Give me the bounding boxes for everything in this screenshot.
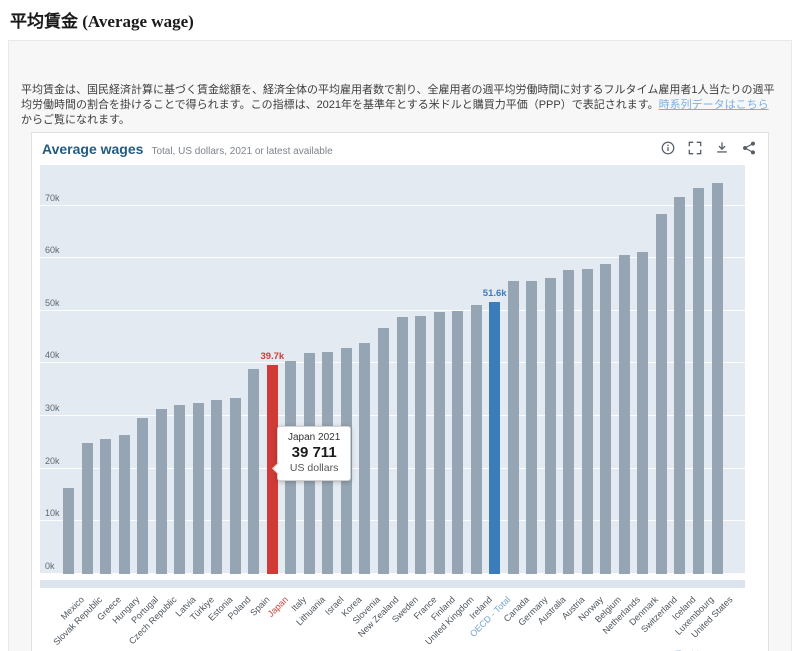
- gridline-10k: [40, 520, 745, 522]
- bar-netherlands[interactable]: [618, 254, 630, 574]
- bar-ireland[interactable]: [470, 305, 482, 574]
- bar-estonia[interactable]: [211, 399, 223, 574]
- x-axis-labels: Mexico Slovak Republic Greece Hungary Portug…: [40, 588, 745, 646]
- bar-iceland[interactable]: [674, 197, 686, 574]
- bar-latvia[interactable]: [174, 405, 186, 574]
- bar-chart-plot-area: Japan 2021 39 711 US dollars 0k 10k 20k 30k…: [40, 165, 745, 574]
- gridline-60k: [40, 257, 745, 259]
- bar-norway[interactable]: [581, 268, 593, 574]
- value-label-japan: 39.7k: [260, 351, 285, 363]
- y-tick-40k: 40k: [45, 350, 60, 361]
- bar-slovak-republic[interactable]: [81, 443, 93, 574]
- bar-austria[interactable]: [563, 270, 575, 574]
- chart-toolbar: [661, 141, 756, 155]
- bar-sweden[interactable]: [396, 317, 408, 574]
- description-panel: 平均賃金は、国民経済計算に基づく賃金総額を、経済全体の平均雇用者数で割り、全雇用…: [8, 40, 792, 651]
- bar-mexico[interactable]: [63, 487, 74, 574]
- gridline-70k: [40, 204, 745, 206]
- chart-header: Average wages Total, US dollars, 2021 or …: [32, 133, 768, 163]
- download-icon[interactable]: [715, 141, 729, 155]
- bar-united-kingdom[interactable]: [452, 310, 464, 574]
- description-text: 平均賃金は、国民経済計算に基づく賃金総額を、経済全体の平均雇用者数で割り、全雇用…: [21, 83, 779, 128]
- tooltip-unit: US dollars: [289, 462, 339, 474]
- chart-card: Average wages Total, US dollars, 2021 or …: [31, 132, 769, 651]
- chart-subtitle: Total, US dollars, 2021 or latest availa…: [151, 146, 333, 157]
- tooltip-country-year: Japan 2021: [288, 432, 341, 443]
- share-icon[interactable]: [742, 141, 756, 155]
- gridline-20k: [40, 467, 745, 469]
- y-tick-10k: 10k: [45, 508, 60, 519]
- y-tick-30k: 30k: [45, 403, 60, 414]
- gridline-0k: [40, 573, 745, 574]
- bar-hungary[interactable]: [118, 435, 130, 574]
- y-tick-20k: 20k: [45, 455, 60, 466]
- bar-greece[interactable]: [100, 438, 112, 574]
- bar-united-states[interactable]: [711, 182, 723, 574]
- bar-poland[interactable]: [229, 397, 241, 574]
- bar-finland[interactable]: [433, 312, 445, 574]
- bar-belgium[interactable]: [600, 263, 612, 574]
- bar-t-rkiye[interactable]: [192, 402, 204, 574]
- bar-australia[interactable]: [544, 278, 556, 574]
- description-part1: 平均賃金は、国民経済計算に基づく賃金総額を、経済全体の平均雇用者数で割り、全雇用…: [21, 84, 775, 111]
- chart-title: Average wages: [42, 141, 144, 157]
- y-tick-50k: 50k: [45, 297, 60, 308]
- time-series-link[interactable]: 時系列データはこちら: [658, 99, 769, 111]
- tooltip-value: 39 711: [291, 444, 337, 461]
- bar-portugal[interactable]: [137, 418, 149, 574]
- description-part2: からご覧になれます。: [21, 114, 130, 126]
- bar-czech-republic[interactable]: [155, 409, 167, 574]
- bar-canada[interactable]: [507, 280, 519, 574]
- bar-slovenia[interactable]: [359, 342, 371, 574]
- info-icon[interactable]: [661, 141, 675, 155]
- y-tick-70k: 70k: [45, 192, 60, 203]
- bar-new-zealand[interactable]: [378, 327, 389, 574]
- fullscreen-icon[interactable]: [688, 141, 702, 155]
- gridline-50k: [40, 309, 745, 311]
- bar-germany[interactable]: [526, 280, 538, 574]
- bar-france[interactable]: [415, 315, 427, 574]
- value-label-oecd-total: 51.6k: [482, 288, 507, 300]
- bar-denmark[interactable]: [637, 252, 649, 574]
- bar-spain[interactable]: [248, 369, 260, 574]
- bar-oecd-total[interactable]: [489, 302, 501, 574]
- x-axis-strip: [40, 580, 745, 588]
- y-tick-60k: 60k: [45, 245, 60, 256]
- gridline-40k: [40, 362, 745, 364]
- page-title: 平均賃金 (Average wage): [10, 12, 194, 31]
- bar-luxembourg[interactable]: [693, 187, 705, 574]
- chart-footer: © Compare countries on data.oecd.org: [32, 646, 768, 651]
- gridline-30k: [40, 415, 745, 417]
- y-tick-0k: 0k: [45, 561, 55, 571]
- japan-tooltip: Japan 2021 39 711 US dollars: [272, 426, 352, 481]
- bar-switzerland[interactable]: [655, 213, 667, 574]
